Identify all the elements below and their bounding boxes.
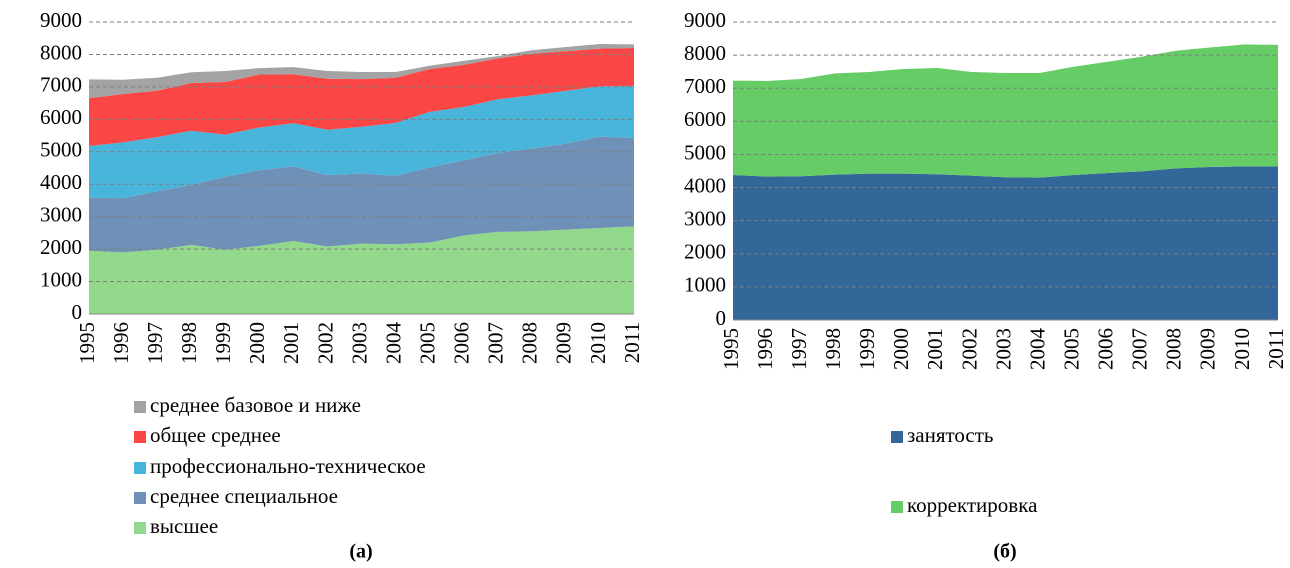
x-tick-label: 2004 <box>1025 328 1049 371</box>
x-tick-label: 2010 <box>1230 328 1254 370</box>
x-tick-label: 1996 <box>109 322 133 364</box>
legend-swatch <box>134 492 146 504</box>
y-tick-label: 7000 <box>684 74 726 98</box>
x-tick-label: 1998 <box>177 322 201 364</box>
x-tick-label: 2004 <box>381 322 405 365</box>
x-tick-label: 1999 <box>855 328 879 370</box>
chart: занятость корректировка 0 1000 2000 3000 4000 5… <box>684 8 1288 563</box>
y-tick-label: 1000 <box>40 267 82 291</box>
y-tick-label: 9000 <box>684 8 726 32</box>
y-tick-label: 3000 <box>684 206 726 230</box>
area <box>733 166 1278 320</box>
y-tick-label: 6000 <box>40 105 82 129</box>
x-tick-label: 1998 <box>821 328 845 370</box>
x-tick-label: 1995 <box>75 322 99 364</box>
x-tick-label: 1996 <box>753 328 777 370</box>
legend-label: занятость <box>907 423 994 447</box>
y-tick-label: 5000 <box>684 140 726 164</box>
x-tick-label: 2008 <box>1162 328 1186 370</box>
y-tick-label: 9000 <box>40 8 82 32</box>
legend-label: высшее <box>150 514 218 538</box>
x-tick-label: 2009 <box>552 322 576 364</box>
x-tick-label: 2011 <box>620 322 644 363</box>
x-tick-label: 2006 <box>1094 328 1118 370</box>
y-tick-label: 0 <box>716 306 727 330</box>
y-tick-label: 7000 <box>40 73 82 97</box>
area <box>733 44 1278 178</box>
area <box>89 44 634 99</box>
x-tick-label: 1997 <box>787 328 811 370</box>
chart: высшее среднее специальное профессионально… <box>40 8 644 563</box>
x-tick-label: 1999 <box>211 322 235 364</box>
y-tick-label: 8000 <box>684 41 726 65</box>
y-tick-label: 1000 <box>684 273 726 297</box>
x-tick-label: 2000 <box>889 328 913 370</box>
legend-swatch <box>134 522 146 534</box>
area <box>89 226 634 314</box>
x-tick-label: 1997 <box>143 322 167 364</box>
y-tick-label: 2000 <box>684 240 726 264</box>
x-tick-label: 2009 <box>1196 328 1220 370</box>
y-tick-label: 8000 <box>40 40 82 64</box>
area <box>89 47 634 146</box>
x-tick-label: 2007 <box>484 322 508 364</box>
legend-swatch <box>891 431 903 443</box>
caption: (б) <box>993 541 1016 563</box>
x-tick-label: 2003 <box>991 328 1015 370</box>
x-tick-label: 2001 <box>923 328 947 370</box>
x-tick-label: 2006 <box>450 322 474 364</box>
y-tick-label: 5000 <box>40 138 82 162</box>
caption: (а) <box>349 541 372 563</box>
x-tick-label: 2005 <box>1059 328 1083 370</box>
x-tick-label: 2008 <box>518 322 542 364</box>
area <box>89 136 634 253</box>
x-tick-label: 2003 <box>347 322 371 364</box>
y-tick-label: 6000 <box>684 107 726 131</box>
y-tick-label: 2000 <box>40 235 82 259</box>
x-tick-label: 2011 <box>1264 328 1288 369</box>
legend-label: корректировка <box>907 493 1038 517</box>
x-tick-label: 2002 <box>957 328 981 370</box>
x-tick-label: 2005 <box>415 322 439 364</box>
x-tick-label: 2007 <box>1128 328 1152 370</box>
x-tick-label: 2000 <box>245 322 269 364</box>
legend-label: среднее специальное <box>150 484 338 508</box>
legend-swatch <box>891 501 903 513</box>
x-tick-label: 2001 <box>279 322 303 364</box>
legend-swatch <box>134 431 146 443</box>
legend-label: профессионально-техническое <box>150 454 426 478</box>
legend-label: общее среднее <box>150 423 281 447</box>
y-tick-label: 3000 <box>40 202 82 226</box>
y-tick-label: 4000 <box>684 173 726 197</box>
legend-swatch <box>134 462 146 474</box>
x-tick-label: 2002 <box>313 322 337 364</box>
legend-label: среднее базовое и ниже <box>150 393 361 417</box>
y-tick-label: 0 <box>72 300 83 324</box>
x-tick-label: 1995 <box>719 328 743 370</box>
legend-swatch <box>134 401 146 413</box>
x-tick-label: 2010 <box>586 322 610 364</box>
y-tick-label: 4000 <box>40 170 82 194</box>
area <box>89 85 634 199</box>
